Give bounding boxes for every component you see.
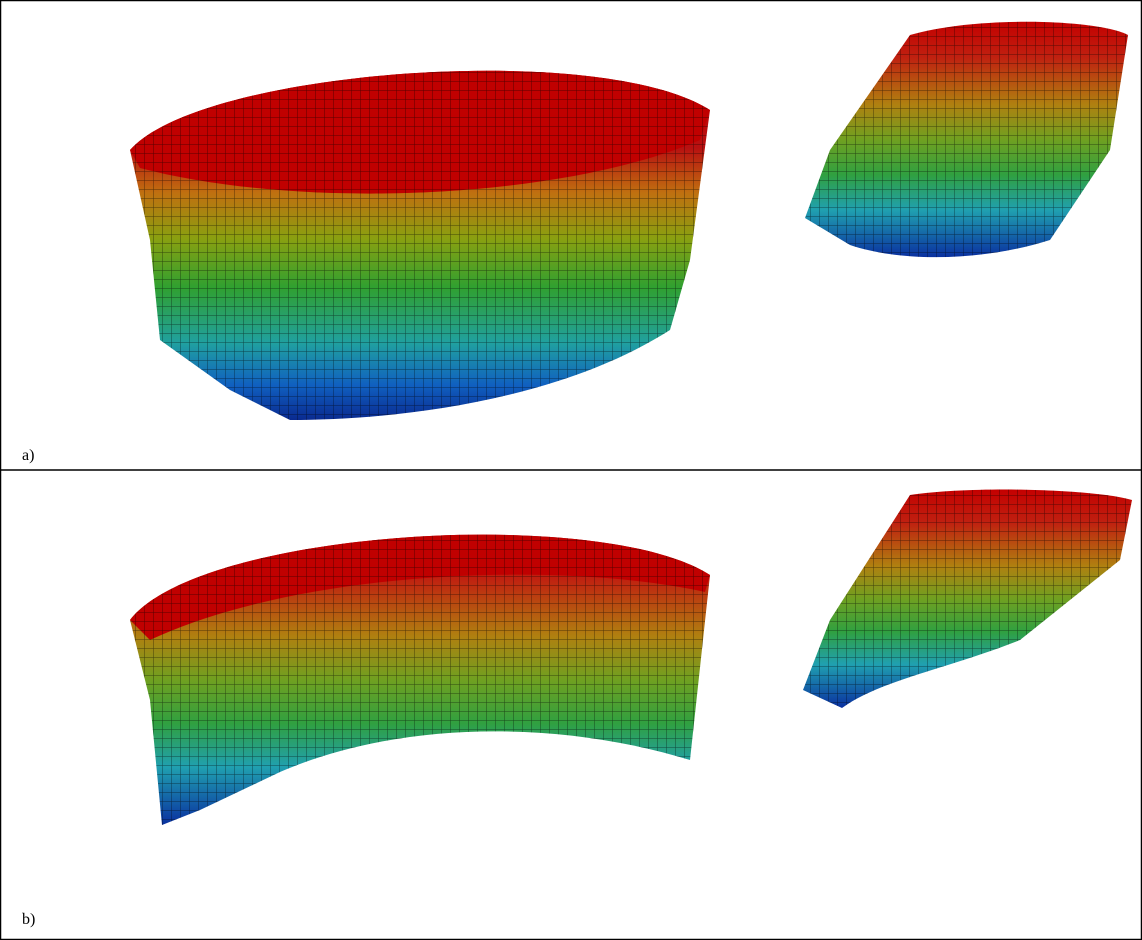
panel-label: b) [22, 911, 35, 928]
panel-label: a) [22, 447, 34, 464]
page: a) b) (() => { const data = JSON.parse(d… [0, 0, 1142, 940]
figure: a) b) [0, 0, 1142, 940]
